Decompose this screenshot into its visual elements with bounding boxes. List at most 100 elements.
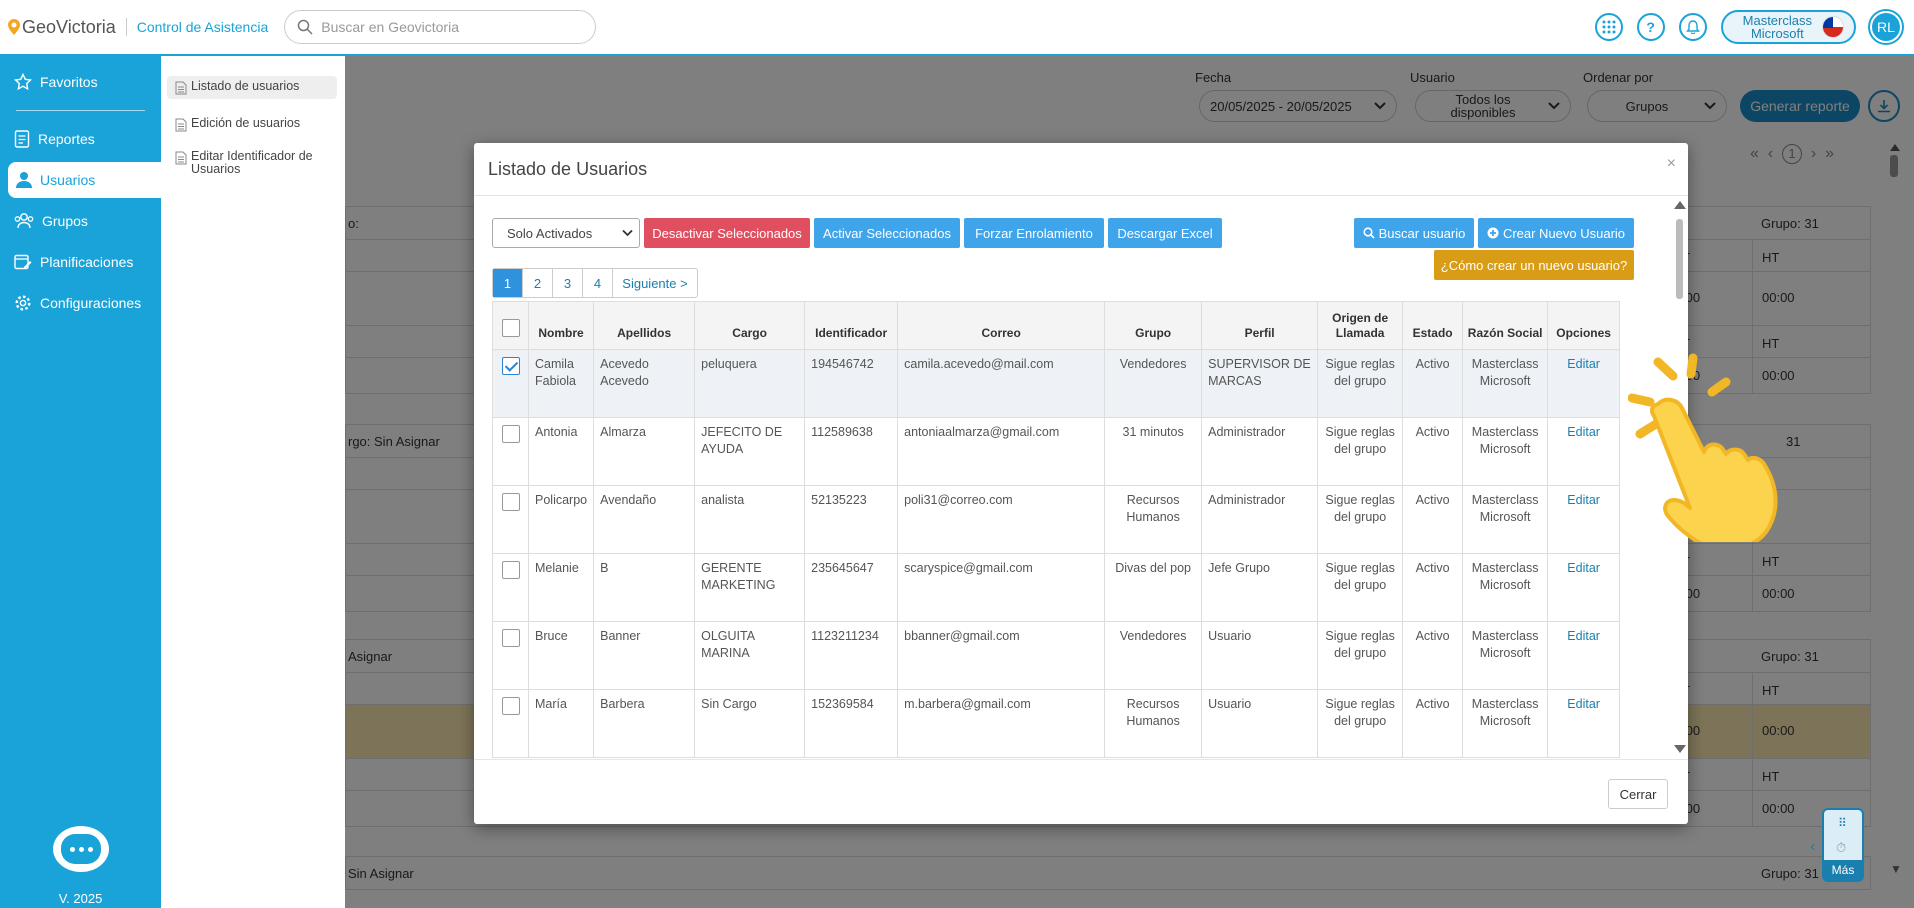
sidebar-item-usuarios[interactable]: Usuarios xyxy=(8,162,161,198)
chat-icon xyxy=(61,834,101,864)
table-row: Policarpo Avendaño analista 52135223 pol… xyxy=(492,485,1621,554)
user-icon xyxy=(16,172,32,188)
edit-user-link[interactable]: Editar xyxy=(1567,697,1600,711)
sidebar-divider xyxy=(16,110,145,111)
cell-razon-social: Masterclass Microsoft xyxy=(1462,349,1549,418)
row-checkbox[interactable] xyxy=(501,697,520,715)
notifications-button[interactable] xyxy=(1678,13,1707,41)
sidebar-item-favoritos[interactable]: Favoritos xyxy=(0,64,161,100)
force-enrollment-button[interactable]: Forzar Enrolamiento xyxy=(964,218,1104,248)
column-header[interactable]: Nombre xyxy=(527,301,595,350)
cell-apellidos: Avendaño xyxy=(593,485,696,554)
column-header[interactable]: Origen de Llamada xyxy=(1317,301,1404,350)
cell-origen: Sigue reglas del grupo xyxy=(1317,417,1404,486)
sidebar-item-label: Reportes xyxy=(38,131,95,147)
sidebar-item-label: Planificaciones xyxy=(40,254,134,270)
column-header[interactable]: Grupo xyxy=(1104,301,1203,350)
sidebar-item-planificaciones[interactable]: Planificaciones xyxy=(0,244,161,280)
cell-opciones: Editar xyxy=(1547,417,1621,486)
modal-body: Solo Activados Desactivar Seleccionados … xyxy=(474,196,1670,759)
status-filter-select[interactable]: Solo Activados xyxy=(492,218,640,248)
document-icon xyxy=(175,151,187,165)
row-checkbox[interactable] xyxy=(501,629,520,647)
close-button[interactable]: Cerrar xyxy=(1608,779,1668,809)
scroll-up-icon[interactable] xyxy=(1674,201,1686,209)
row-select-cell xyxy=(492,689,529,758)
cell-grupo: Recursos Humanos xyxy=(1104,485,1203,554)
cell-origen: Sigue reglas del grupo xyxy=(1317,553,1404,622)
edit-user-link[interactable]: Editar xyxy=(1567,493,1600,507)
cell-cargo: JEFECITO DE AYUDA xyxy=(694,417,806,486)
mas-label[interactable]: Más xyxy=(1824,860,1862,880)
edit-user-link[interactable]: Editar xyxy=(1567,425,1600,439)
table-row: María Barbera Sin Cargo 152369584 m.barb… xyxy=(492,689,1621,758)
cell-apellidos: Almarza xyxy=(593,417,696,486)
page-2-button[interactable]: 2 xyxy=(523,269,553,297)
sidebar-item-grupos[interactable]: Grupos xyxy=(0,203,161,239)
chevron-left-icon[interactable]: ‹ xyxy=(1810,838,1816,855)
search-input[interactable]: Buscar en Geovictoria xyxy=(284,10,597,44)
chat-support-button[interactable] xyxy=(53,826,109,872)
cell-identificador: 152369584 xyxy=(804,689,899,758)
deactivate-selected-button[interactable]: Desactivar Seleccionados xyxy=(644,218,810,248)
column-header[interactable]: Apellidos xyxy=(593,301,696,350)
submenu-item-edicion[interactable]: Edición de usuarios xyxy=(167,113,337,136)
close-icon[interactable]: × xyxy=(1666,155,1676,172)
column-header[interactable]: Razón Social xyxy=(1462,301,1549,350)
sidebar-item-reportes[interactable]: Reportes xyxy=(0,121,161,157)
table-row: Bruce Banner OLGUITA MARINA 1123211234 b… xyxy=(492,621,1621,690)
row-checkbox[interactable] xyxy=(501,493,520,511)
column-header[interactable]: Perfil xyxy=(1201,301,1319,350)
logo-text: GeoVictoria xyxy=(22,16,116,37)
row-checkbox[interactable] xyxy=(501,561,520,579)
page-1-button[interactable]: 1 xyxy=(493,269,523,297)
row-checkbox[interactable] xyxy=(501,425,520,443)
edit-user-link[interactable]: Editar xyxy=(1567,357,1600,371)
cell-opciones: Editar xyxy=(1547,349,1621,418)
cell-correo: scaryspice@gmail.com xyxy=(897,553,1106,622)
geovictoria-logo[interactable]: GeoVictoria xyxy=(8,17,116,38)
next-page-button[interactable]: Siguiente > xyxy=(622,275,688,291)
more-panel[interactable]: ⠿ ‹ ⏱ Más xyxy=(1810,808,1864,882)
column-header[interactable]: Correo xyxy=(897,301,1106,350)
column-header[interactable]: Opciones xyxy=(1547,301,1621,350)
company-selector[interactable]: Masterclass Microsoft xyxy=(1720,10,1856,44)
cell-perfil: SUPERVISOR DE MARCAS xyxy=(1201,349,1319,418)
company-line-2: Microsoft xyxy=(1750,26,1804,41)
edit-user-link[interactable]: Editar xyxy=(1567,561,1600,575)
cell-razon-social: Masterclass Microsoft xyxy=(1462,553,1549,622)
download-excel-button[interactable]: Descargar Excel xyxy=(1108,218,1222,248)
sidebar-item-configuraciones[interactable]: Configuraciones xyxy=(0,285,161,321)
submenu-item-editar-identificador[interactable]: Editar Identificador de Usuarios xyxy=(167,146,337,180)
page-3-button[interactable]: 3 xyxy=(553,269,583,297)
table-header-row: Nombre Apellidos Cargo Identificador Cor… xyxy=(492,301,1621,350)
cell-correo: bbanner@gmail.com xyxy=(897,621,1106,690)
cell-origen: Sigue reglas del grupo xyxy=(1317,349,1404,418)
scroll-down-icon[interactable]: ▼ xyxy=(1890,862,1902,876)
cell-apellidos: B xyxy=(593,553,696,622)
question-icon: ? xyxy=(1646,19,1655,35)
avatar[interactable]: RL xyxy=(1870,11,1902,43)
column-header[interactable]: Identificador xyxy=(804,301,899,350)
cell-razon-social: Masterclass Microsoft xyxy=(1462,621,1549,690)
cell-nombre: Antonia xyxy=(527,417,595,486)
column-header[interactable]: Cargo xyxy=(694,301,806,350)
drag-handle-icon[interactable]: ⠿ xyxy=(1838,816,1847,830)
submenu-item-listado[interactable]: Listado de usuarios xyxy=(167,76,337,99)
edit-user-link[interactable]: Editar xyxy=(1567,629,1600,643)
search-user-button[interactable]: Buscar usuario xyxy=(1354,218,1474,248)
activate-selected-button[interactable]: Activar Seleccionados xyxy=(814,218,960,248)
module-title[interactable]: Control de Asistencia xyxy=(136,19,269,35)
cell-cargo: peluquera xyxy=(694,349,806,418)
select-all-checkbox[interactable] xyxy=(501,319,520,337)
scroll-down-icon[interactable] xyxy=(1674,745,1686,753)
how-to-create-user-button[interactable]: ¿Cómo crear un nuevo usuario? xyxy=(1434,250,1634,280)
column-header[interactable]: Estado xyxy=(1402,301,1464,350)
help-button[interactable]: ? xyxy=(1636,13,1665,41)
row-checkbox[interactable] xyxy=(501,357,520,375)
page-4-button[interactable]: 4 xyxy=(583,269,613,297)
scroll-thumb[interactable] xyxy=(1676,219,1683,299)
create-user-button[interactable]: Crear Nuevo Usuario xyxy=(1478,218,1634,248)
apps-grid-button[interactable] xyxy=(1594,13,1623,41)
modal-scrollbar[interactable] xyxy=(1674,201,1686,753)
